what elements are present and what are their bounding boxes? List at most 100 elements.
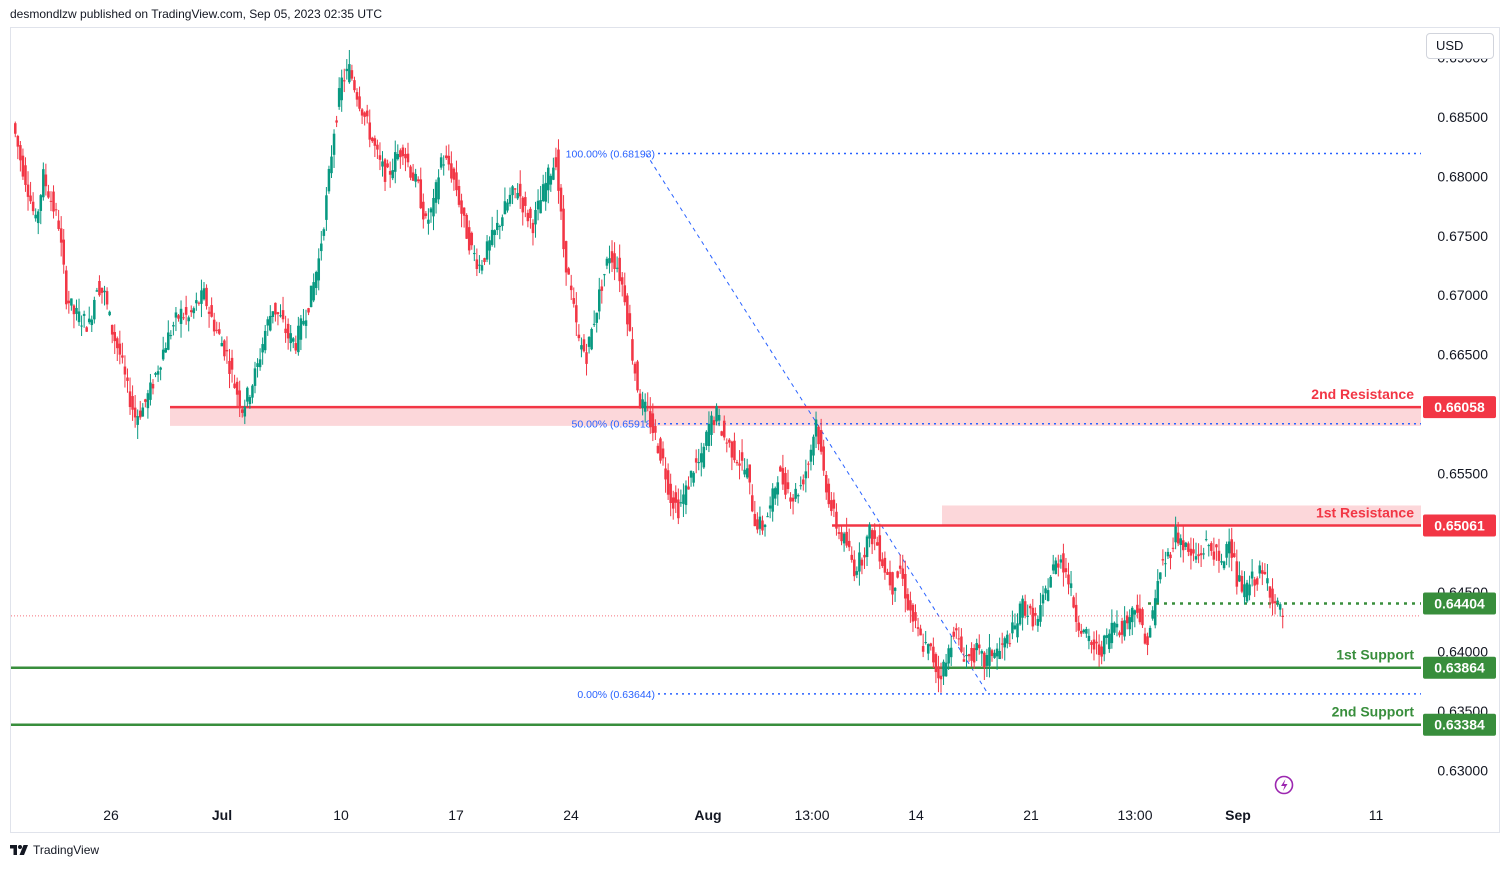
candle-down: [184, 295, 188, 325]
candle-up: [90, 315, 94, 332]
candle-down: [1176, 521, 1180, 547]
candle-down: [294, 335, 298, 354]
chart-frame[interactable]: [10, 27, 1500, 833]
candle-up: [299, 314, 303, 351]
candle-up: [1220, 553, 1223, 566]
candle-down: [694, 449, 698, 474]
candle-up: [944, 653, 948, 677]
lightning-icon[interactable]: [1274, 775, 1294, 795]
candle-up: [200, 279, 203, 318]
candle-down: [960, 628, 963, 654]
candle-down: [779, 465, 782, 472]
candle-down: [475, 248, 479, 277]
candle-up: [256, 358, 259, 378]
candle-up: [1059, 554, 1063, 569]
candle-down: [881, 552, 884, 569]
candle-down: [613, 242, 616, 281]
candle-up: [192, 306, 196, 319]
candle-up: [1108, 629, 1111, 653]
candle-up: [1006, 630, 1009, 649]
candle-up: [488, 236, 491, 265]
candle-up: [393, 140, 397, 184]
candle-down: [1067, 562, 1070, 595]
candle-up: [154, 371, 157, 378]
candle-down: [207, 306, 211, 328]
candle-down: [98, 275, 101, 297]
candle-up: [855, 566, 859, 579]
candle-up: [580, 337, 583, 358]
candle-down: [1097, 634, 1101, 667]
candle-down: [353, 76, 356, 93]
candle-up: [547, 164, 550, 204]
x-tick-label: 14: [908, 807, 924, 823]
candle-down: [1235, 549, 1239, 595]
currency-selector[interactable]: USD: [1426, 33, 1494, 59]
candle-down: [904, 560, 907, 613]
fibonacci-layer: 100.00% (0.68193) 50.00% (0.65918) 0.00% (…: [566, 149, 1421, 701]
candle-down: [1189, 537, 1193, 570]
y-tick-label: 0.65500: [1437, 465, 1488, 481]
candle-down: [860, 557, 864, 575]
tradingview-logo-icon: [10, 845, 28, 855]
candle-down: [1028, 603, 1032, 615]
candle-up: [947, 644, 950, 670]
candle-down: [659, 436, 662, 464]
candle-up: [506, 199, 509, 213]
candle-up: [865, 534, 869, 567]
candle-up: [75, 299, 78, 321]
candle-up: [348, 49, 351, 84]
candle-down: [575, 292, 578, 337]
candle-down: [628, 304, 632, 332]
candle-down: [824, 471, 828, 500]
candle-down: [666, 463, 670, 500]
candle-up: [95, 287, 99, 292]
candle-up: [291, 336, 295, 349]
candle-down: [564, 240, 568, 286]
candle-down: [730, 440, 734, 471]
price-tag: 0.65061: [1423, 514, 1496, 537]
candle-up: [615, 256, 619, 273]
candle-up: [508, 187, 512, 207]
candle-down: [62, 228, 65, 274]
svg-text:0.64404: 0.64404: [1434, 596, 1485, 612]
candle-up: [80, 315, 83, 336]
candle-up: [1151, 606, 1154, 621]
candle-up: [317, 248, 321, 291]
candle-up: [590, 327, 593, 351]
candle-up: [893, 587, 897, 602]
candle-down: [1074, 592, 1078, 632]
x-tick-label: Jul: [212, 807, 232, 823]
candle-up: [309, 285, 313, 308]
candle-down: [557, 139, 560, 204]
candle-up: [1164, 551, 1167, 577]
candle-up: [302, 308, 305, 326]
candle-down: [401, 144, 405, 166]
candle-down: [939, 662, 943, 693]
candle-up: [541, 174, 545, 203]
candle-down: [210, 297, 213, 318]
candle-up: [327, 165, 331, 194]
candle-up: [1133, 609, 1137, 628]
candle-down: [233, 374, 236, 389]
candle-up: [1110, 609, 1114, 649]
candle-down: [307, 307, 310, 316]
candle-down: [934, 652, 938, 684]
candle-up: [592, 310, 596, 327]
candle-up: [473, 245, 476, 262]
candle-up: [437, 169, 440, 205]
candle-down: [355, 88, 359, 107]
candle-up: [480, 259, 484, 275]
candle-down: [54, 202, 58, 216]
candle-down: [513, 187, 517, 199]
candle-down: [970, 642, 973, 667]
candle-down: [1057, 554, 1060, 577]
candle-down: [819, 418, 823, 455]
candle-up: [809, 444, 813, 471]
candle-down: [972, 644, 976, 669]
candle-down: [567, 266, 570, 275]
candle-down: [651, 403, 655, 442]
candle-down: [526, 209, 530, 228]
x-tick-label: Sep: [1225, 807, 1251, 823]
candle-down: [65, 265, 68, 310]
